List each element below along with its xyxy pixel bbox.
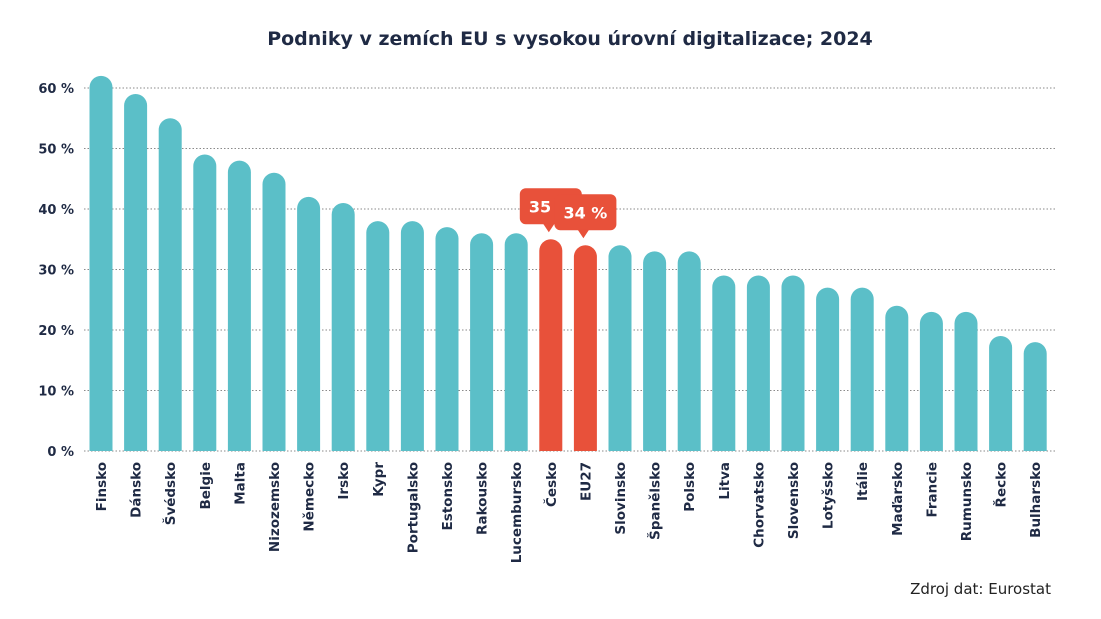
bar-chorvatsko <box>746 275 770 451</box>
bar-nizozemsko <box>262 172 286 451</box>
x-tick-label: Švédsko <box>161 462 179 525</box>
y-tick-label: 0 % <box>47 445 74 460</box>
x-tick-label: Estonsko <box>440 462 456 531</box>
x-tick-label: Irsko <box>336 462 352 500</box>
x-tick-label: Španělsko <box>646 462 664 540</box>
x-tick-label: Dánsko <box>129 462 145 518</box>
y-tick-label: 60 % <box>38 82 74 97</box>
bar-španělsko <box>643 251 667 451</box>
x-tick-label: Slovinsko <box>613 462 629 535</box>
x-tick-label: Rakousko <box>475 462 491 535</box>
bar-bulharsko <box>1023 342 1047 451</box>
bar-estonsko <box>435 227 459 451</box>
y-axis-ticks: 0 % 10 % 20 % 30 % 40 % 50 % 60 % <box>38 82 74 460</box>
bar-švédsko <box>158 118 182 451</box>
bar-dánsko <box>124 94 148 452</box>
x-tick-label: Malta <box>232 462 248 505</box>
x-tick-label: Finsko <box>94 462 110 511</box>
bar-lotyšsko <box>816 287 840 451</box>
x-tick-label: Česko <box>542 462 560 507</box>
x-tick-label: Lucembursko <box>509 462 525 563</box>
x-tick-label: EU27 <box>578 462 594 501</box>
bar-portugalsko <box>400 221 424 451</box>
x-tick-label: Nizozemsko <box>267 462 283 552</box>
bars <box>89 75 1047 452</box>
callout-label: 34 % <box>563 203 607 222</box>
y-tick-label: 20 % <box>38 324 74 339</box>
x-tick-label: Německo <box>302 462 318 532</box>
x-tick-label: Polsko <box>682 462 698 512</box>
x-tick-label: Chorvatsko <box>751 462 767 548</box>
y-tick-label: 10 % <box>38 385 74 400</box>
x-tick-label: Kypr <box>371 462 387 497</box>
x-tick-label: Maďarsko <box>890 462 906 536</box>
bar-kypr <box>366 221 390 451</box>
callout-eu27: 34 % <box>554 194 617 239</box>
bar-belgie <box>193 154 217 452</box>
bar-irsko <box>331 202 355 451</box>
x-axis-labels: Finsko Dánsko Švédsko Belgie Malta Nizozemsko… <box>94 462 1044 564</box>
callout-box <box>554 194 617 231</box>
bar-německo <box>297 196 321 451</box>
bar-maďarsko <box>885 305 909 451</box>
x-tick-label: Belgie <box>198 462 214 510</box>
chart-source: Zdroj dat: Eurostat <box>910 580 1051 598</box>
bar-slovensko <box>781 275 805 451</box>
x-tick-label: Litva <box>717 462 733 500</box>
x-tick-label: Slovensko <box>786 462 802 539</box>
bar-řecko <box>989 336 1013 451</box>
chart-title: Podniky v zemích EU s vysokou úrovní dig… <box>267 28 873 50</box>
callout-pointer <box>577 229 590 239</box>
bar-eu27 <box>573 245 597 451</box>
x-tick-label: Itálie <box>855 462 871 501</box>
x-tick-label: Francie <box>924 462 940 518</box>
callout-pointer <box>542 223 555 233</box>
bar-finsko <box>89 75 113 452</box>
bar-lucembursko <box>504 233 528 451</box>
y-tick-label: 30 % <box>38 264 74 279</box>
bar-polsko <box>677 251 701 451</box>
bar-slovinsko <box>608 245 632 451</box>
y-tick-label: 40 % <box>38 203 74 218</box>
callouts: 35 %34 % <box>519 188 617 239</box>
x-tick-label: Řecko <box>993 462 1010 507</box>
x-tick-label: Portugalsko <box>405 462 421 553</box>
bar-itálie <box>850 287 874 451</box>
bar-francie <box>919 311 943 451</box>
bar-rakousko <box>470 233 494 451</box>
bar-malta <box>227 160 251 451</box>
x-tick-label: Lotyšsko <box>821 462 837 529</box>
y-tick-label: 50 % <box>38 143 74 158</box>
bar-litva <box>712 275 736 451</box>
x-tick-label: Rumunsko <box>959 462 975 541</box>
x-tick-label: Bulharsko <box>1028 462 1044 538</box>
bar-česko <box>539 239 563 451</box>
bar-rumunsko <box>954 311 978 451</box>
